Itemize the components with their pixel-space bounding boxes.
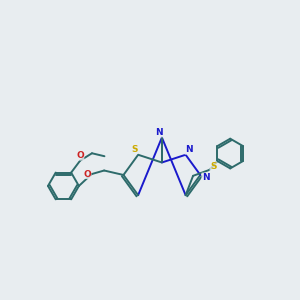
Text: O: O (83, 169, 91, 178)
Text: S: S (131, 145, 138, 154)
Text: S: S (210, 162, 216, 171)
Text: N: N (185, 145, 193, 154)
Text: N: N (202, 173, 209, 182)
Text: O: O (76, 151, 84, 160)
Text: N: N (155, 128, 163, 137)
